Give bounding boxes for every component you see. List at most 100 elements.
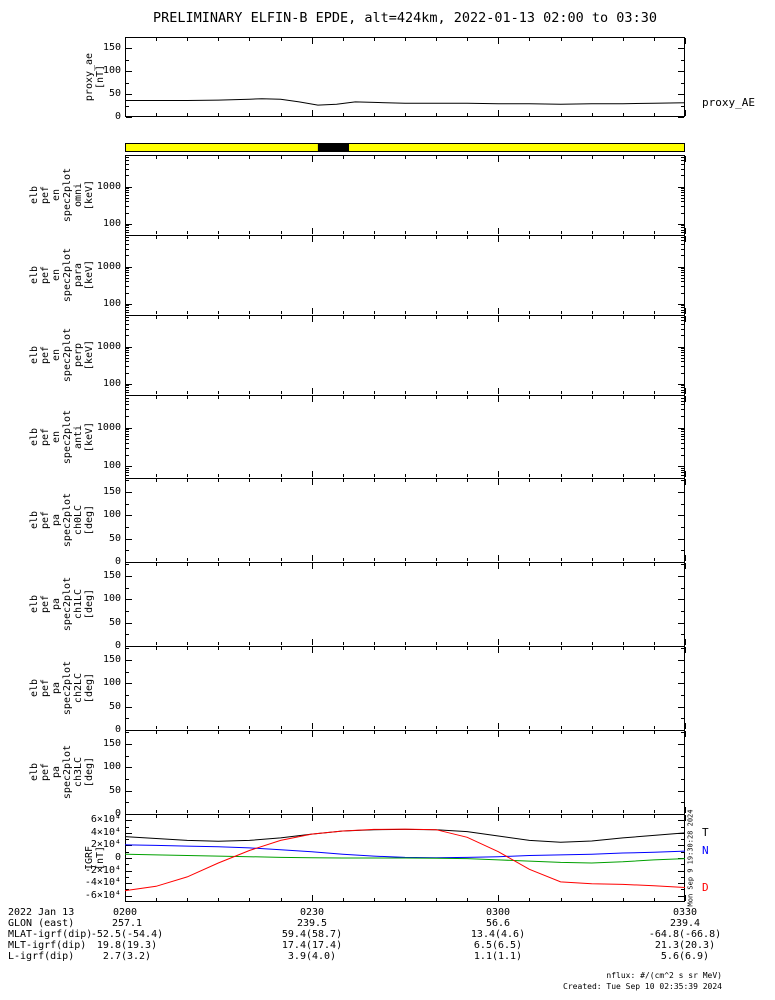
footer-value: 239.4 (669, 918, 701, 929)
ytick-igrf: -4×10⁴ (84, 877, 121, 889)
time-tick: 0200 (112, 907, 138, 918)
footer-value: 17.4(17.4) (281, 940, 343, 951)
footer-row-label: MLAT-igrf(dip) (8, 929, 93, 940)
ytick-pa_ch3: 150 (102, 738, 121, 749)
footer-value: 19.8(19.3) (96, 940, 158, 951)
ticks-en_omni (125, 156, 686, 234)
ytick-proxy_ae: 100 (102, 65, 121, 77)
ylabel-text-en_omni: elb pef en spec2plot omni [keV] (29, 167, 95, 223)
ticks-pa_ch2 (125, 647, 686, 731)
created-timestamp: Created: Tue Sep 10 02:35:39 2024 (563, 982, 722, 991)
ticks-igrf (125, 815, 686, 901)
ytick-pa_ch0: 100 (102, 509, 121, 521)
ytick-proxy_ae: 150 (102, 42, 121, 54)
ytick-pa_ch1: 100 (102, 593, 121, 605)
ylabel-en_omni: elb pef en spec2plot omni [keV] (12, 155, 112, 235)
ytick-en_anti: 100 (102, 460, 121, 472)
footer-value: 5.6(6.9) (660, 951, 710, 962)
right-label-T: T (702, 825, 709, 839)
plot-title: PRELIMINARY ELFIN-B EPDE, alt=424km, 202… (153, 10, 657, 26)
footer-value: 1.1(1.1) (473, 951, 523, 962)
time-tick: 0300 (485, 907, 511, 918)
ytick-pa_ch2: 50 (108, 700, 121, 712)
ytick-igrf: 2×10⁴ (90, 839, 121, 851)
ylabel-en_anti: elb pef en spec2plot anti [keV] (12, 395, 112, 478)
ytick-en_perp: 1000 (96, 340, 121, 352)
ylabel-text-pa_ch2: elb pef pa spec2plot ch2LC [deg] (29, 660, 95, 716)
ytick-pa_ch1: 50 (108, 616, 121, 628)
status-bar (125, 143, 685, 152)
footer-row-label: MLT-igrf(dip) (8, 940, 87, 951)
right-label-N: N (702, 844, 709, 858)
footer-value: 257.1 (111, 918, 143, 929)
ytick-en_omni: 100 (102, 217, 121, 229)
ytick-pa_ch3: 50 (108, 784, 121, 796)
ticks-pa_ch0 (125, 479, 686, 563)
ytick-pa_ch0: 0 (114, 556, 121, 567)
footer-value: 13.4(4.6) (470, 929, 526, 940)
footer-value: 56.6 (485, 918, 511, 929)
ytick-en_anti: 1000 (96, 421, 121, 433)
nflux-units-note: nflux: #/(cm^2 s sr MeV) (606, 971, 722, 980)
footer-value: 239.5 (296, 918, 328, 929)
footer-value: -52.5(-54.4) (90, 929, 164, 940)
footer-row-label: L-igrf(dip) (8, 951, 75, 962)
ylabel-text-pa_ch0: elb pef pa spec2plot ch0LC [deg] (29, 492, 95, 548)
ticks-en_perp (125, 316, 686, 394)
footer-value: 3.9(4.0) (287, 951, 337, 962)
ylabel-pa_ch1: elb pef pa spec2plot ch1LC [deg] (12, 562, 112, 646)
ylabel-en_para: elb pef en spec2plot para [keV] (12, 235, 112, 315)
ytick-pa_ch2: 150 (102, 654, 121, 665)
ytick-igrf: 0 (114, 852, 121, 863)
ylabel-proxy_ae: proxy_ae [nT] (45, 37, 145, 117)
ylabel-text-proxy_ae: proxy_ae [nT] (83, 52, 106, 102)
ylabel-pa_ch3: elb pef pa spec2plot ch3LC [deg] (12, 730, 112, 814)
series-proxy_ae-proxy_AE (125, 98, 686, 106)
ylabel-pa_ch2: elb pef pa spec2plot ch2LC [deg] (12, 646, 112, 730)
ytick-proxy_ae: 0 (114, 111, 121, 122)
ytick-en_perp: 100 (102, 377, 121, 389)
ytick-pa_ch1: 0 (114, 640, 121, 651)
ylabel-pa_ch0: elb pef pa spec2plot ch0LC [deg] (12, 478, 112, 562)
ticks-pa_ch1 (125, 563, 686, 647)
time-tick: 0230 (299, 907, 325, 918)
series-igrf-D (124, 828, 686, 892)
footer-row-label: GLON (east) (8, 918, 75, 929)
right-label-D: D (702, 880, 709, 894)
status-bar-segment (317, 144, 349, 151)
ytick-pa_ch3: 0 (114, 808, 121, 819)
ytick-igrf: -6×10⁴ (84, 889, 121, 901)
series-igrf-N (124, 844, 686, 859)
ytick-en_para: 100 (102, 297, 121, 309)
ylabel-text-pa_ch1: elb pef pa spec2plot ch1LC [deg] (29, 576, 95, 632)
ticks-pa_ch3 (125, 731, 686, 815)
right-label-proxy_AE: proxy_AE (702, 95, 755, 109)
footer-value: 21.3(20.3) (654, 940, 716, 951)
ytick-pa_ch0: 150 (102, 486, 121, 497)
ytick-igrf: 4×10⁴ (90, 826, 121, 838)
ytick-igrf: -2×10⁴ (84, 864, 121, 876)
ytick-pa_ch3: 100 (102, 761, 121, 773)
ytick-proxy_ae: 50 (108, 88, 121, 100)
ticks-en_para (125, 236, 686, 314)
frame-panel-stack (125, 155, 685, 902)
ytick-pa_ch2: 100 (102, 677, 121, 689)
series-igrf-E (124, 853, 686, 864)
date-label: 2022 Jan 13 (8, 907, 75, 918)
ytick-pa_ch0: 50 (108, 532, 121, 544)
ticks-proxy_ae (125, 38, 686, 118)
ytick-igrf: 6×10⁴ (90, 814, 121, 826)
footer-value: -64.8(-66.8) (648, 929, 722, 940)
footer-value: 6.5(6.5) (473, 940, 523, 951)
ylabel-text-pa_ch3: elb pef pa spec2plot ch3LC [deg] (29, 744, 95, 800)
ytick-pa_ch2: 0 (114, 724, 121, 735)
time-tick: 0330 (672, 907, 698, 918)
ylabel-igrf: IGRF [nT] (45, 814, 145, 902)
ylabel-en_perp: elb pef en spec2plot perp [keV] (12, 315, 112, 395)
footer-value: 2.7(3.2) (102, 951, 152, 962)
ytick-pa_ch1: 150 (102, 570, 121, 581)
ticks-en_anti (125, 396, 686, 477)
